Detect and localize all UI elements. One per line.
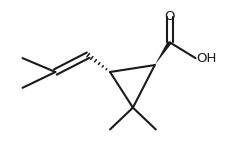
Text: O: O [165,10,175,23]
Text: OH: OH [197,52,217,65]
Polygon shape [155,41,172,65]
